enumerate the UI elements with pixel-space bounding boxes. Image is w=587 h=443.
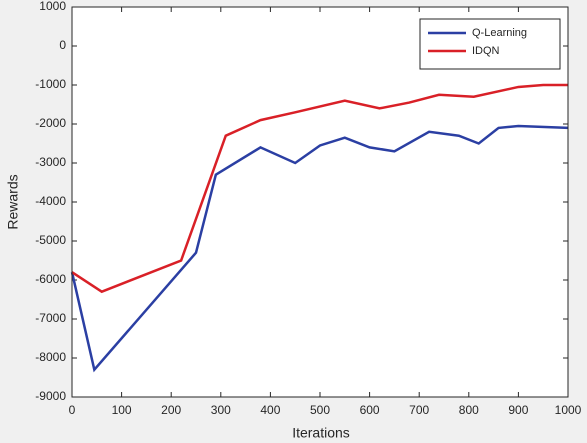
x-tick-label: 500 xyxy=(310,403,330,417)
y-axis-label: Rewards xyxy=(5,174,21,229)
y-tick-label: -4000 xyxy=(35,194,66,208)
y-tick-label: 1000 xyxy=(39,0,66,13)
legend-box xyxy=(419,18,561,70)
y-tick-label: -2000 xyxy=(35,116,66,130)
y-tick-label: -9000 xyxy=(35,389,66,403)
x-tick-label: 1000 xyxy=(555,403,582,417)
y-tick-label: -3000 xyxy=(35,155,66,169)
series-line xyxy=(70,124,569,373)
y-tick-label: -5000 xyxy=(35,233,66,247)
y-tick-label: -1000 xyxy=(35,77,66,91)
x-tick-label: 600 xyxy=(360,403,380,417)
y-tick-label: 0 xyxy=(59,38,66,52)
x-tick-label: 200 xyxy=(161,403,181,417)
y-tick-label: -8000 xyxy=(35,350,66,364)
legend-label: Q-Learning xyxy=(472,27,527,39)
x-tick-label: 0 xyxy=(69,403,76,417)
x-tick-label: 400 xyxy=(260,403,280,417)
x-tick-label: 900 xyxy=(508,403,528,417)
x-tick-label: 100 xyxy=(112,403,132,417)
x-tick-label: 700 xyxy=(409,403,429,417)
plot-frame xyxy=(71,6,569,398)
x-axis-label: Iterations xyxy=(292,425,350,441)
x-tick-label: 800 xyxy=(459,403,479,417)
x-tick-label: 300 xyxy=(211,403,231,417)
series-line xyxy=(71,83,568,294)
y-tick-label: -7000 xyxy=(35,311,66,325)
legend-label: IDQN xyxy=(472,45,500,57)
plot-area xyxy=(72,7,568,397)
legend: Q-Learning IDQN xyxy=(419,18,561,70)
y-tick-label: -6000 xyxy=(35,272,66,286)
